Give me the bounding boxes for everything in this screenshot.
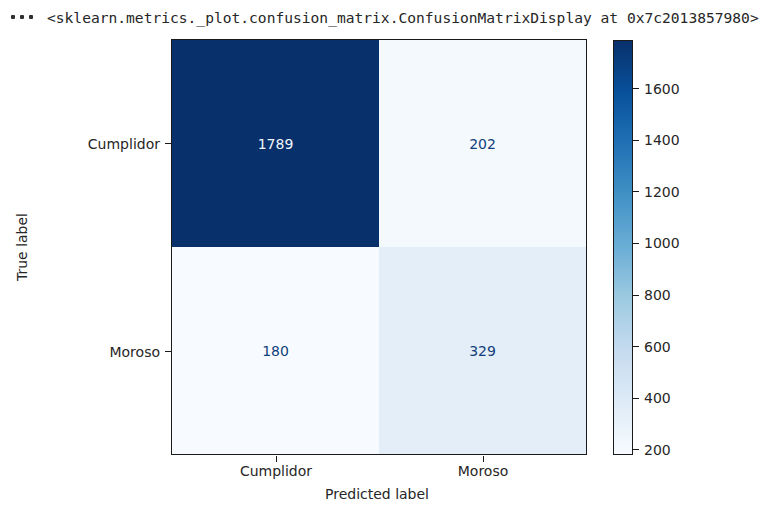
x-tick-mark bbox=[483, 456, 484, 462]
colorbar-tick-mark bbox=[633, 398, 639, 399]
y-tick-label-cumplidor: Cumplidor bbox=[20, 136, 160, 152]
matrix-cell-r0c1: 202 bbox=[379, 40, 586, 247]
colorbar-tick-label: 1400 bbox=[644, 133, 680, 147]
colorbar-tick-label: 600 bbox=[644, 340, 671, 354]
x-tick-label-cumplidor: Cumplidor bbox=[206, 463, 346, 479]
colorbar-tick-1000: 1000 bbox=[633, 236, 680, 250]
colorbar-tick-label: 1000 bbox=[644, 236, 680, 250]
colorbar-tick-label: 1200 bbox=[644, 185, 680, 199]
matrix-cell-r1c1: 329 bbox=[379, 247, 586, 454]
colorbar-tick-label: 200 bbox=[644, 443, 671, 457]
colorbar-tick-mark bbox=[633, 243, 639, 244]
colorbar-ticks: 200 400 600 800 1000 1200 1400 1600 bbox=[633, 40, 703, 455]
matrix-cell-r1c0: 180 bbox=[172, 247, 379, 454]
x-tick-label-moroso: Moroso bbox=[413, 463, 553, 479]
dot-icon bbox=[29, 15, 33, 19]
dot-icon bbox=[20, 15, 24, 19]
colorbar-tick-1600: 1600 bbox=[633, 82, 680, 96]
colorbar-tick-1400: 1400 bbox=[633, 133, 680, 147]
colorbar-tick-200: 200 bbox=[633, 443, 671, 457]
output-collapse-button[interactable] bbox=[11, 15, 33, 19]
heatmap-plot-area: 1789202180329 bbox=[171, 39, 587, 455]
colorbar-tick-mark bbox=[633, 191, 639, 192]
notebook-output-area: <sklearn.metrics._plot.confusion_matrix.… bbox=[0, 0, 773, 513]
colorbar-tick-400: 400 bbox=[633, 391, 671, 405]
colorbar bbox=[613, 40, 633, 455]
repr-text: <sklearn.metrics._plot.confusion_matrix.… bbox=[47, 9, 759, 26]
colorbar-tick-800: 800 bbox=[633, 288, 671, 302]
matrix-cell-r0c0: 1789 bbox=[172, 40, 379, 247]
x-tick-mark bbox=[276, 456, 277, 462]
dot-icon bbox=[11, 15, 15, 19]
colorbar-tick-mark bbox=[633, 449, 639, 450]
y-axis-title: True label bbox=[14, 187, 30, 307]
x-axis-title: Predicted label bbox=[297, 486, 457, 502]
colorbar-tick-label: 400 bbox=[644, 391, 671, 405]
colorbar-tick-600: 600 bbox=[633, 340, 671, 354]
colorbar-tick-mark bbox=[633, 346, 639, 347]
colorbar-tick-mark bbox=[633, 295, 639, 296]
colorbar-tick-1200: 1200 bbox=[633, 185, 680, 199]
colorbar-tick-mark bbox=[633, 140, 639, 141]
y-tick-label-moroso: Moroso bbox=[20, 344, 160, 360]
colorbar-tick-label: 800 bbox=[644, 288, 671, 302]
colorbar-tick-label: 1600 bbox=[644, 82, 680, 96]
colorbar-tick-mark bbox=[633, 88, 639, 89]
